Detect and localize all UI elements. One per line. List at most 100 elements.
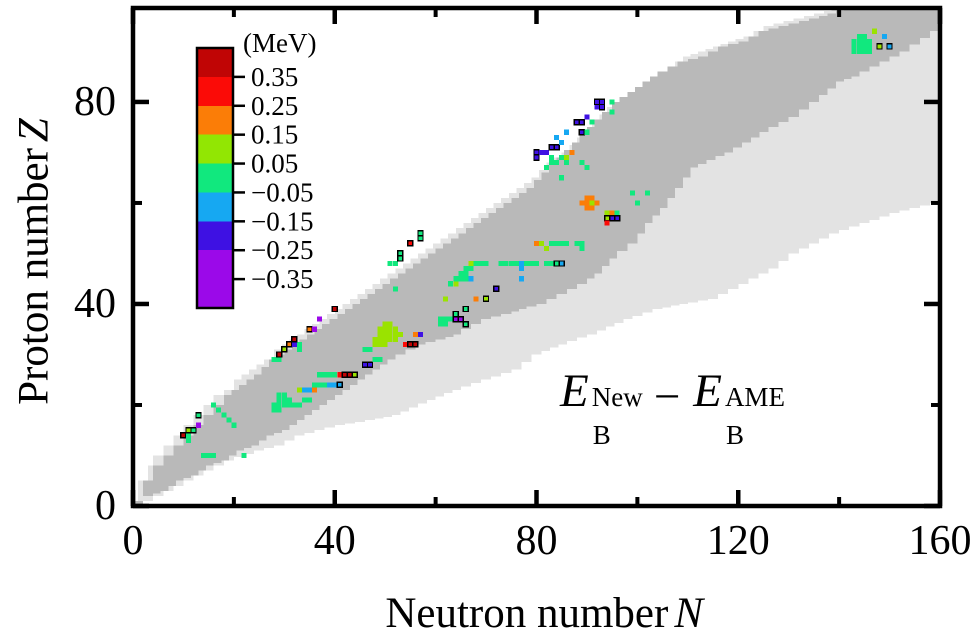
nuclide-cell <box>882 33 888 39</box>
colorbar-tick-label: −0.15 <box>251 206 313 236</box>
colorbar-tick-label: 0.35 <box>251 62 298 92</box>
nuclide-cell <box>473 261 479 267</box>
nuclide-cell <box>331 305 338 313</box>
nuclide-cell <box>296 402 302 408</box>
nuclide-cell <box>463 266 469 272</box>
nuclide-cell <box>448 281 454 287</box>
nuclide-cell <box>549 155 555 161</box>
nuclide-cell <box>276 407 282 413</box>
nuclide-cell <box>851 38 857 44</box>
nuclide-cell <box>196 422 202 428</box>
y-tick-label: 80 <box>74 78 116 125</box>
nuclide-cell <box>604 220 610 226</box>
nuclide-cell <box>574 240 580 246</box>
nuclide-cell <box>206 453 212 459</box>
x-tick-label: 160 <box>908 518 972 564</box>
nuclide-cell <box>554 134 560 140</box>
nuclide-cell <box>498 261 504 267</box>
nuclide-cell <box>534 240 540 246</box>
nuclide-cell <box>412 331 418 337</box>
nuclide-cell <box>417 235 424 242</box>
nuclide-cell <box>377 336 383 342</box>
colorbar-band <box>197 105 233 136</box>
nuclide-cell <box>564 240 570 246</box>
nuclide-cell <box>276 351 283 358</box>
nuclide-cell <box>372 357 378 363</box>
nuclide-cell <box>366 361 374 368</box>
nuclide-cell <box>372 336 378 342</box>
nuclide-cell <box>392 261 398 267</box>
nuclide-cell <box>478 261 484 267</box>
nuclide-cell <box>589 119 595 125</box>
nuclide-cell <box>468 261 474 267</box>
nuclide-cell <box>584 205 590 211</box>
nuclide-cell <box>539 240 545 246</box>
nuclide-cell <box>856 33 862 39</box>
colorbar-tick-label: 0.05 <box>251 149 298 179</box>
nuclide-cell <box>594 200 600 206</box>
nuclide-cell <box>533 154 540 161</box>
nuclide-cell <box>548 144 555 151</box>
nuclide-cell <box>392 331 398 337</box>
nuclide-cell <box>392 326 398 332</box>
nuclide-cell <box>387 336 393 342</box>
nuclide-cell <box>271 407 277 413</box>
nuclide-cell <box>307 397 313 403</box>
nuclide-cell <box>307 387 313 393</box>
nuclide-cell <box>462 320 470 328</box>
nuclide-cell <box>271 357 277 363</box>
nuclide-cell <box>296 341 302 347</box>
nuclide-cell <box>201 453 207 459</box>
colorbar-tick-label: −0.35 <box>251 264 313 294</box>
nuclide-cell <box>549 261 555 267</box>
nuclide-cell <box>644 190 650 196</box>
x-axis-label-symbol: N <box>674 590 704 637</box>
nuclide-cell <box>377 341 383 347</box>
nuclide-cell <box>291 336 298 343</box>
nuclide-cell <box>609 99 615 105</box>
nuclide-cell <box>871 28 877 34</box>
nuclide-cell <box>372 341 378 347</box>
x-tick-label: 40 <box>313 518 356 564</box>
nuclide-cell <box>377 326 383 332</box>
nuclide-cell <box>861 43 867 49</box>
nuclide-cell <box>407 341 414 348</box>
nuclide-cell <box>559 155 565 161</box>
nuclide-cell <box>603 214 611 222</box>
nuclide-cell <box>302 397 308 403</box>
nuclide-cell <box>190 427 197 434</box>
nuclide-cell <box>544 149 550 155</box>
nuclide-cell <box>513 261 519 267</box>
nuclide-cell <box>482 295 490 303</box>
nuclide-cell <box>483 261 489 267</box>
nuclide-cell <box>579 200 585 206</box>
nuclide-cell <box>407 240 414 247</box>
colorbar-band <box>197 76 233 107</box>
nuclide-cell <box>564 155 570 161</box>
nuclide-cell <box>317 372 323 378</box>
formula-term-new: E New B <box>560 365 643 450</box>
nuclide-cell <box>322 372 328 378</box>
y-tick-label: 0 <box>95 483 116 529</box>
nuclide-cell <box>851 48 857 54</box>
nuclide-cell <box>387 261 393 267</box>
nuclide-cell <box>594 104 600 110</box>
nuclide-cell <box>438 316 444 322</box>
nuclide-cell <box>226 417 232 423</box>
nuclide-cell <box>276 397 282 403</box>
nuclide-cell <box>317 382 323 388</box>
nuclide-cell <box>286 397 292 403</box>
nuclide-cell <box>473 296 479 302</box>
nuclide-cell <box>528 261 534 267</box>
nuclide-cell <box>523 261 529 267</box>
nuclide-cell <box>589 195 595 201</box>
nuclide-cell <box>382 331 388 337</box>
nuclide-cell <box>312 382 318 388</box>
nuclide-cell <box>518 266 524 272</box>
nuclide-cell <box>231 422 237 428</box>
y-axis-label-text: Proton number <box>10 148 58 405</box>
nuclide-cell <box>327 382 333 388</box>
nuclide-cell <box>276 402 282 408</box>
nuclide-cell <box>559 139 565 145</box>
